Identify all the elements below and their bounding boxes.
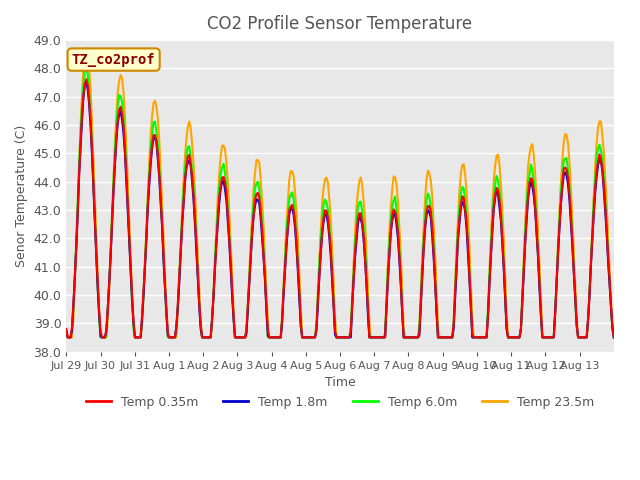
Temp 6.0m	[347, 324, 355, 330]
Temp 6.0m	[537, 311, 545, 317]
Temp 23.5m	[63, 328, 70, 334]
Temp 0.35m	[347, 329, 355, 335]
Temp 6.0m	[84, 71, 92, 77]
Line: Temp 6.0m: Temp 6.0m	[67, 69, 614, 337]
Temp 1.8m	[609, 325, 616, 331]
Temp 0.35m	[101, 335, 109, 340]
Temp 23.5m	[537, 297, 545, 302]
Legend: Temp 0.35m, Temp 1.8m, Temp 6.0m, Temp 23.5m: Temp 0.35m, Temp 1.8m, Temp 6.0m, Temp 2…	[81, 391, 599, 414]
Title: CO2 Profile Sensor Temperature: CO2 Profile Sensor Temperature	[207, 15, 472, 33]
Temp 1.8m	[347, 335, 355, 340]
Temp 0.35m	[84, 82, 92, 88]
Line: Temp 23.5m: Temp 23.5m	[67, 48, 614, 337]
Temp 23.5m	[84, 48, 92, 54]
Temp 1.8m	[610, 335, 618, 340]
Temp 6.0m	[610, 335, 618, 340]
Temp 23.5m	[83, 46, 90, 51]
Temp 23.5m	[456, 189, 463, 194]
Temp 0.35m	[610, 335, 618, 340]
Temp 1.8m	[83, 79, 90, 85]
Temp 6.0m	[609, 326, 616, 332]
Temp 0.35m	[609, 323, 616, 329]
Temp 1.8m	[101, 335, 109, 340]
Temp 6.0m	[64, 335, 72, 340]
Temp 6.0m	[456, 204, 463, 210]
Temp 0.35m	[537, 308, 545, 314]
Temp 1.8m	[84, 87, 92, 93]
Temp 23.5m	[609, 325, 616, 331]
Temp 1.8m	[63, 328, 70, 334]
Temp 0.35m	[83, 76, 90, 82]
Temp 6.0m	[63, 332, 70, 338]
Temp 23.5m	[347, 331, 355, 336]
Temp 0.35m	[456, 216, 463, 221]
Temp 1.8m	[456, 220, 463, 226]
Line: Temp 1.8m: Temp 1.8m	[67, 82, 614, 337]
Temp 6.0m	[101, 335, 109, 340]
Temp 0.35m	[64, 335, 72, 340]
Temp 1.8m	[64, 335, 72, 340]
Y-axis label: Senor Temperature (C): Senor Temperature (C)	[15, 125, 28, 267]
Line: Temp 0.35m: Temp 0.35m	[67, 79, 614, 337]
Text: TZ_co2prof: TZ_co2prof	[72, 53, 156, 67]
Temp 0.35m	[63, 326, 70, 332]
Temp 23.5m	[101, 335, 109, 340]
Temp 1.8m	[537, 313, 545, 319]
Temp 23.5m	[610, 335, 618, 340]
X-axis label: Time: Time	[324, 376, 355, 389]
Temp 6.0m	[83, 66, 90, 72]
Temp 23.5m	[64, 335, 72, 340]
